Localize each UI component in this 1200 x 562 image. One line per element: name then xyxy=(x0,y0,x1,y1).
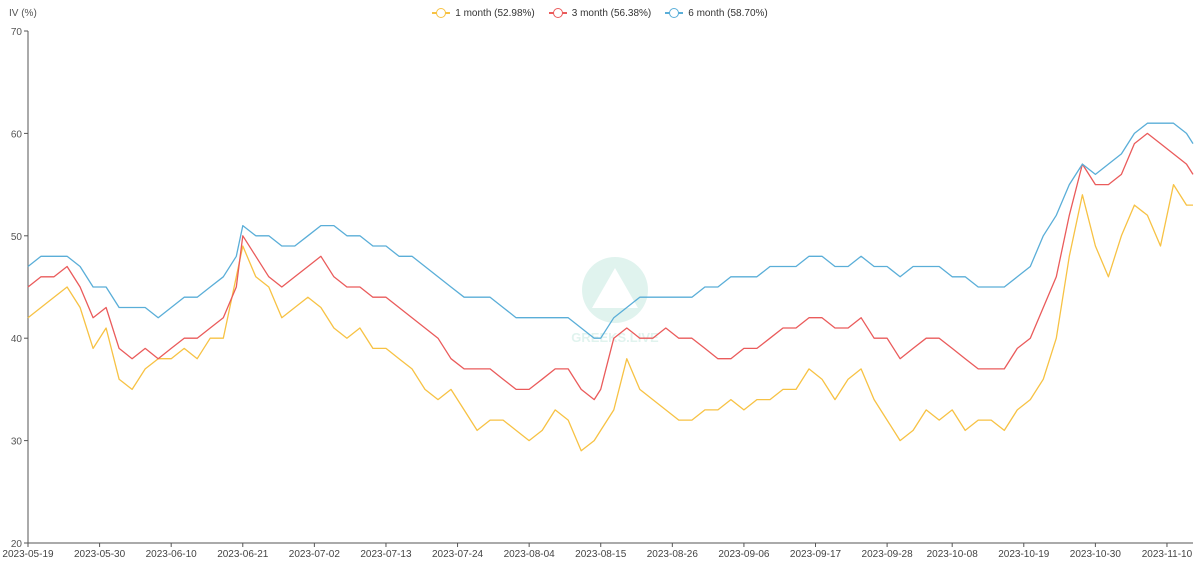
legend-label: 1 month (52.98%) xyxy=(455,7,535,19)
series-line-1 xyxy=(27,132,1194,401)
x-tick-label: 2023-06-21 xyxy=(217,549,269,560)
y-tick-label: 70 xyxy=(11,27,23,38)
y-tick-label: 50 xyxy=(11,232,23,243)
legend-swatch-icon xyxy=(432,8,451,18)
x-tick-label: 2023-10-30 xyxy=(1070,549,1122,560)
x-tick-label: 2023-06-10 xyxy=(146,549,198,560)
legend-label: 6 month (58.70%) xyxy=(688,7,768,19)
x-tick-label: 2023-08-04 xyxy=(504,549,556,560)
y-tick-label: 20 xyxy=(11,539,23,550)
legend-item-3-month[interactable]: 3 month (56.38%) xyxy=(548,4,652,22)
x-tick-label: 2023-07-24 xyxy=(432,549,484,560)
chart-legend: 1 month (52.98%) 3 month (56.38%) 6 mont… xyxy=(0,4,1200,22)
series-line-0 xyxy=(27,183,1193,452)
x-tick-label: 2023-05-30 xyxy=(74,549,126,560)
y-axis-title: IV (%) xyxy=(9,8,37,19)
y-tick-label: 40 xyxy=(11,334,23,345)
x-tick-label: 2023-07-02 xyxy=(289,549,341,560)
x-tick-label: 2023-09-17 xyxy=(790,549,842,560)
legend-swatch-icon xyxy=(665,8,684,18)
y-tick-label: 60 xyxy=(11,129,23,140)
legend-item-1-month[interactable]: 1 month (52.98%) xyxy=(432,4,535,22)
x-tick-label: 2023-10-08 xyxy=(927,549,979,560)
x-tick-label: 2023-07-13 xyxy=(360,549,412,560)
legend-label: 3 month (56.38%) xyxy=(571,7,652,19)
x-tick-label: 2023-10-19 xyxy=(998,549,1050,560)
x-tick-label: 2023-08-15 xyxy=(575,549,627,560)
legend-swatch-icon xyxy=(548,8,567,18)
y-tick-label: 30 xyxy=(11,437,23,448)
x-tick-label: 2023-05-19 xyxy=(2,549,54,560)
x-tick-label: 2023-09-06 xyxy=(718,549,770,560)
x-tick-label: 2023-11-10 xyxy=(1142,549,1193,560)
series-line-2 xyxy=(27,122,1194,339)
x-tick-label: 2023-08-26 xyxy=(647,549,699,560)
x-tick-label: 2023-09-28 xyxy=(862,549,914,560)
legend-item-6-month[interactable]: 6 month (58.70%) xyxy=(665,4,768,22)
